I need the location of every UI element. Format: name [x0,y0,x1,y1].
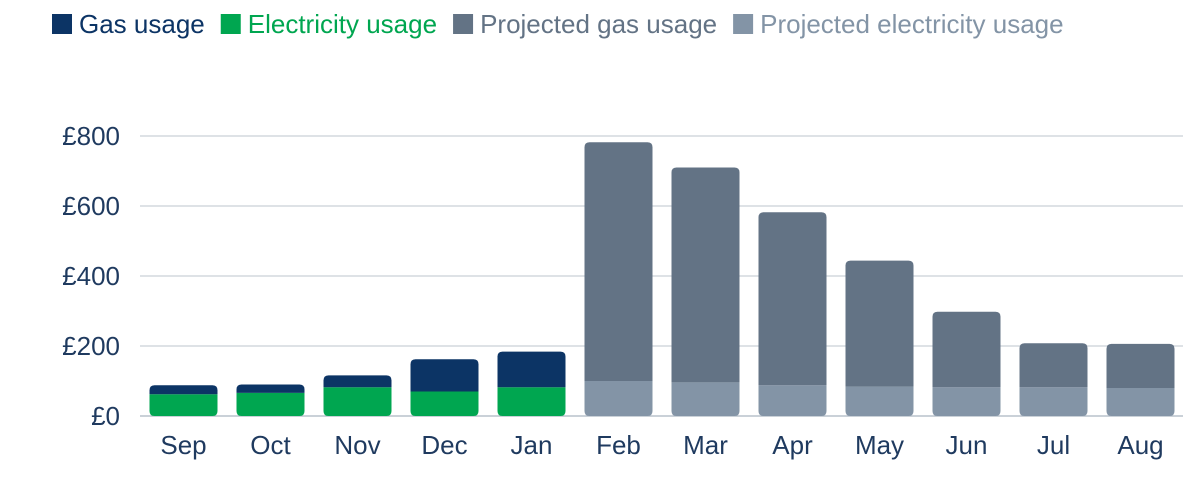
bar-stack [932,311,1001,416]
legend-swatch [52,14,72,34]
bars [149,142,1175,416]
legend-swatch [220,14,241,34]
y-tick-label: £400 [62,261,120,291]
x-tick-label: May [855,430,904,460]
bar-segment [323,375,392,388]
legend-item: Projected electricity usage [733,9,1064,39]
legend-label: Gas usage [79,9,205,39]
legend-item: Electricity usage [220,9,437,39]
bar-segment [149,394,218,416]
y-tick-label: £600 [62,191,120,221]
bar-stack [410,359,479,416]
y-gridlines [140,135,1183,417]
bar-segment [410,359,479,392]
x-axis-ticks: Sep Oct Nov Dec Jan Feb Mar Apr May Jun Jul Aug [160,430,1163,460]
bar-stack [758,212,827,416]
bar-stack [1019,343,1088,416]
legend-item: Gas usage [52,9,205,39]
bar-stack [671,167,740,416]
bar-segment [758,212,827,386]
y-tick-label: £200 [62,331,120,361]
y-axis-ticks: £0 £200 £400 £600 £800 [62,121,120,431]
bar-segment [758,385,827,416]
bar-segment [671,382,740,416]
bar-stack [323,375,392,416]
x-tick-label: Mar [683,430,728,460]
bar-segment [845,386,914,416]
bar-segment [497,351,566,388]
bar-stack [1106,343,1175,416]
bar-stack [236,384,305,416]
x-tick-label: Oct [250,430,291,460]
bar-stack [497,351,566,416]
bar-segment [584,142,653,381]
bar-segment [845,260,914,387]
x-tick-label: Dec [421,430,467,460]
x-tick-label: Jul [1037,430,1070,460]
bar-segment [932,387,1001,416]
bar-segment [584,381,653,416]
bar-segment [323,387,392,416]
bar-segment [1106,388,1175,416]
x-tick-label: Jun [946,430,988,460]
x-tick-label: Sep [160,430,206,460]
bar-segment [497,387,566,416]
y-tick-label: £0 [91,401,120,431]
bar-segment [1019,343,1088,388]
legend-swatch [453,14,474,34]
x-tick-label: Jan [511,430,553,460]
bar-segment [932,311,1001,388]
y-tick-label: £800 [62,121,120,151]
x-tick-label: Feb [596,430,641,460]
bar-segment [149,385,218,395]
bar-stack [584,142,653,416]
bar-segment [1019,387,1088,416]
x-tick-label: Apr [772,430,813,460]
x-tick-label: Aug [1117,430,1163,460]
bar-segment [236,392,305,416]
bar-segment [1106,343,1175,388]
x-tick-label: Nov [334,430,380,460]
legend-label: Projected electricity usage [760,9,1063,39]
bar-stack [845,260,914,416]
legend-label: Projected gas usage [480,9,717,39]
bar-segment [671,167,740,383]
legend-swatch [733,14,754,34]
legend-label: Electricity usage [248,9,437,39]
bar-segment [236,384,305,393]
chart-legend: Gas usage Electricity usage Projected gas … [52,9,1064,39]
bar-stack [149,385,218,416]
bar-segment [410,391,479,416]
legend-item: Projected gas usage [453,9,717,39]
